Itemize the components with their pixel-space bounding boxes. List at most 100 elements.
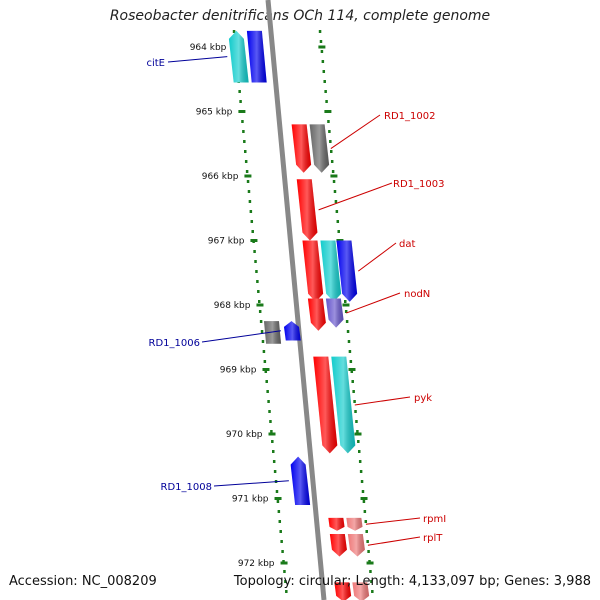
gene-label[interactable]: dat [399, 239, 415, 250]
track-dot-right [357, 440, 360, 443]
gene-shading [334, 582, 352, 600]
track-dot-right [337, 230, 340, 233]
track-dot-right [327, 120, 330, 123]
scale-tick [256, 303, 264, 307]
track-dot-left [264, 370, 268, 373]
track-dot-left [260, 330, 264, 333]
label-leader [346, 292, 401, 314]
track-dot-left [259, 320, 263, 323]
track-dot-right [369, 570, 372, 573]
track-dot-right [364, 520, 368, 523]
track-dot-right [320, 50, 324, 53]
gene-shading [291, 124, 312, 173]
gene-shading [246, 30, 267, 83]
track-dot-left [268, 410, 271, 413]
track-dot-right [321, 60, 325, 63]
track-dot-left [248, 200, 252, 203]
label-leader [354, 396, 411, 406]
track-dot-right [328, 130, 331, 133]
track-dot-right [355, 420, 358, 423]
gene-shading [320, 240, 342, 302]
track-dot-left [253, 250, 256, 253]
track-dot-right [351, 380, 354, 383]
track-dot-left [254, 260, 257, 263]
scale-tick [280, 561, 288, 565]
gene-shading [307, 298, 326, 331]
track-dot-right [371, 590, 374, 593]
gene-label[interactable]: RD1_1002 [384, 111, 435, 122]
map-title: Roseobacter denitrificans OCh 114, compl… [109, 8, 491, 24]
track-dot-left [247, 190, 251, 193]
track-dot-left [285, 590, 288, 593]
scale-tick-label: 967 kbp [208, 237, 245, 247]
track-dot-right [363, 510, 367, 513]
gene-shading [329, 533, 347, 557]
gene-shading [328, 517, 345, 531]
gene-features [228, 30, 370, 600]
track-dot-right [350, 370, 354, 373]
track-dot-right [352, 390, 355, 393]
gene-label[interactable]: rplT [423, 533, 443, 544]
track-dot-right [366, 540, 369, 543]
gene-shading [228, 30, 249, 83]
gene-label[interactable]: RD1_1006 [149, 338, 200, 349]
track-dot-right [324, 90, 327, 93]
track-dot-left [244, 160, 248, 163]
track-dot-right [349, 360, 353, 363]
scale-tick-right [318, 45, 326, 49]
scale-tick-label: 968 kbp [214, 301, 251, 311]
scale-tick [250, 239, 258, 242]
track-dot-right [360, 480, 364, 483]
gene-label[interactable]: RD1_1008 [161, 482, 212, 493]
track-dot-right [330, 150, 333, 153]
track-dot-left [244, 150, 247, 153]
track-dot-right [345, 320, 349, 323]
scale-tick-label: 966 kbp [202, 172, 239, 182]
track-dot-right [333, 190, 337, 193]
track-dot-left [258, 300, 261, 303]
gene-shading [290, 456, 311, 505]
track-dot-left [271, 440, 274, 443]
track-dot-left [270, 430, 273, 433]
scale-tick [268, 432, 276, 436]
track-dot-left [261, 340, 265, 343]
track-dot-left [243, 140, 246, 143]
gene-label[interactable]: citE [146, 58, 165, 69]
track-dot-right [334, 200, 338, 203]
scale-tick-label: 965 kbp [196, 108, 233, 118]
track-dot-left [275, 490, 279, 493]
track-dot-right [323, 80, 326, 83]
track-dot-left [238, 90, 241, 93]
track-dot-right [353, 400, 356, 403]
track-dot-left [279, 530, 282, 533]
track-dot-right [347, 340, 351, 343]
track-dot-left [267, 400, 270, 403]
track-dot-left [277, 510, 281, 513]
gene-label[interactable]: rpmI [423, 514, 446, 525]
track-dot-right [346, 330, 350, 333]
gene-label[interactable]: RD1_1003 [393, 179, 444, 190]
track-dot-right [359, 470, 363, 473]
gene-shading [313, 356, 338, 454]
gene-shading [347, 533, 365, 557]
track-dot-right [358, 460, 362, 463]
track-dot-left [283, 570, 286, 573]
track-dot-right [329, 140, 332, 143]
gene-label[interactable]: pyk [414, 393, 432, 404]
genome-summary-text: Topology: circular; Length: 4,133,097 bp… [233, 574, 591, 589]
track-dot-left [272, 450, 275, 453]
gene-shading [302, 240, 324, 302]
scale-tick-right [348, 368, 356, 371]
track-dot-left [241, 120, 244, 123]
gene-label[interactable]: nodN [404, 289, 430, 300]
track-dot-right [322, 70, 326, 73]
track-dot-right [331, 170, 335, 173]
track-dot-right [335, 210, 339, 213]
track-dot-left [249, 210, 253, 213]
track-dot-left [255, 270, 258, 273]
track-dot-right [367, 550, 370, 553]
track-dot-right [318, 30, 322, 33]
gene-shading [283, 321, 301, 341]
track-dot-right [332, 180, 336, 183]
